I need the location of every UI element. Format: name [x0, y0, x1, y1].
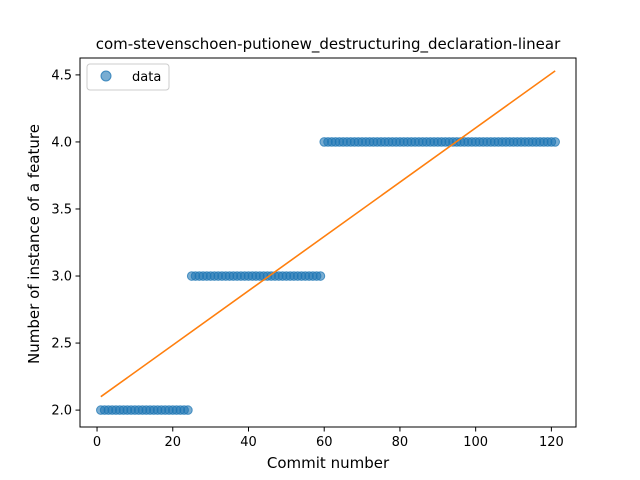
- y-tick-label: 2.0: [51, 404, 72, 419]
- x-tick-label: 100: [463, 435, 488, 450]
- y-tick-label: 4.5: [51, 68, 72, 83]
- x-tick-label: 60: [316, 435, 333, 450]
- chart-title: com-stevenschoen-putionew_destructuring_…: [96, 35, 561, 54]
- x-tick-label: 0: [93, 435, 101, 450]
- legend-label-data: data: [132, 70, 161, 85]
- y-axis-label: Number of instance of a feature: [25, 124, 43, 364]
- y-tick-label: 4.0: [51, 135, 72, 150]
- fit-line: [100, 70, 556, 398]
- y-axis: 2.0 2.5 3.0 3.5 4.0 4.5: [51, 68, 80, 419]
- x-axis: 0 20 40 60 80 100 120: [93, 427, 564, 450]
- x-tick-label: 120: [539, 435, 564, 450]
- data-point: [183, 405, 193, 415]
- x-axis-label: Commit number: [267, 454, 390, 472]
- axes-frame: [79, 57, 577, 428]
- data-point: [315, 271, 326, 281]
- x-tick-label: 20: [164, 435, 181, 450]
- plot-area: [96, 70, 560, 415]
- x-tick-label: 80: [392, 435, 409, 450]
- y-tick-label: 3.5: [51, 202, 72, 217]
- y-tick-label: 2.5: [51, 337, 72, 352]
- legend-frame: [86, 63, 170, 91]
- legend-marker-data: [100, 70, 112, 82]
- y-tick-label: 3.0: [51, 270, 72, 285]
- data-point: [550, 137, 560, 147]
- legend: data: [86, 63, 170, 91]
- x-tick-label: 40: [240, 435, 257, 450]
